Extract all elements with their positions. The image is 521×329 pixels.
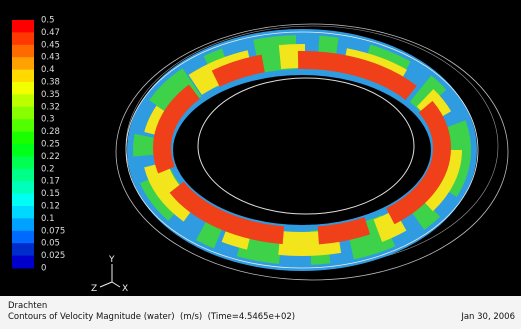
colorbar-label: 0.3 [41,115,55,125]
colorbar-label: 0.12 [41,202,60,212]
colorbar-swatch [12,107,34,120]
colorbar-swatch [12,231,34,244]
colorbar-label: 0.45 [41,40,60,50]
colorbar-label: 0.28 [41,127,60,137]
colorbar-label: 0.35 [41,90,60,100]
colorbar-swatch [12,57,34,70]
colorbar-swatch [12,20,34,33]
plot-title: Contours of Velocity Magnitude (water) (… [8,312,295,322]
axis-label: X [122,284,128,294]
colorbar-label: 0.15 [41,189,60,199]
colorbar-swatch [12,218,34,231]
colorbar-label: 0.025 [41,251,65,261]
colorbar-swatch [12,256,34,269]
colorbar-label: 0.47 [41,28,60,38]
axis-label: Z [91,284,97,294]
colorbar-swatch [12,181,34,194]
colorbar-swatch [12,156,34,169]
colorbar-label: 0.22 [41,152,60,162]
colorbar-label: 0.075 [41,226,65,236]
colorbar-label: 0.2 [41,164,55,174]
colorbar-label: 0.5 [41,16,55,26]
colorbar-swatch [12,82,34,95]
colorbar-swatch [12,206,34,219]
colorbar-swatch [12,94,34,107]
colorbar-swatch [12,70,34,83]
location: Drachten [8,301,47,311]
inner-hole [198,78,414,214]
colorbar-label: 0.05 [41,239,60,249]
axis-label: Y [108,255,115,265]
colorbar-swatch [12,194,34,207]
colorbar-label: 0 [41,264,46,274]
colorbar-swatch [12,243,34,256]
colorbar-label: 0.32 [41,102,60,112]
colorbar-label: 0.25 [41,140,60,150]
colorbar-swatch [12,119,34,132]
colorbar-swatch [12,45,34,58]
colorbar-swatch [12,32,34,45]
colorbar-label: 0.1 [41,214,55,224]
viewer: 0.5 0.47 0.45 0.43 0.4 0.38 0.35 0.32 0.3 0.28 0.2… [0,0,521,329]
colorbar-label: 0.17 [41,177,60,187]
date: Jan 30, 2006 [460,312,515,322]
colorbar-label: 0.38 [41,78,60,88]
colorbar-label: 0.4 [41,65,55,75]
colorbar-swatch [12,169,34,182]
colorbar-swatch [12,132,34,145]
colorbar-swatch [12,144,34,157]
colorbar-label: 0.43 [41,53,60,63]
